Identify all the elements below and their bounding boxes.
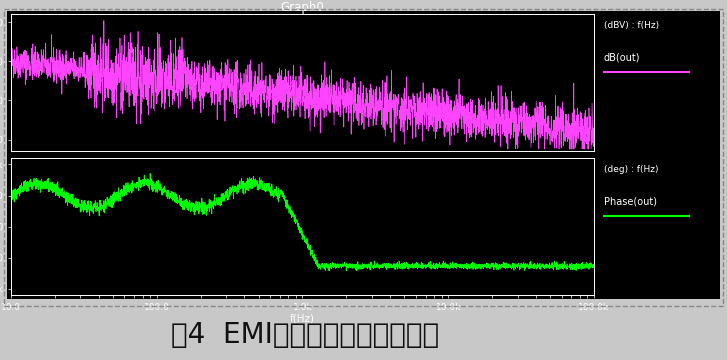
Text: Phase(out): Phase(out) [603, 197, 656, 207]
Text: (dBV) : f(Hz): (dBV) : f(Hz) [603, 21, 659, 30]
Text: 图4  EMI滤波器输出噪声仿真图: 图4 EMI滤波器输出噪声仿真图 [172, 321, 439, 349]
Text: (deg) : f(Hz): (deg) : f(Hz) [603, 165, 658, 174]
Text: dB(out): dB(out) [603, 53, 640, 63]
X-axis label: f(Hz): f(Hz) [290, 313, 315, 323]
Title: Graph0: Graph0 [281, 1, 324, 14]
